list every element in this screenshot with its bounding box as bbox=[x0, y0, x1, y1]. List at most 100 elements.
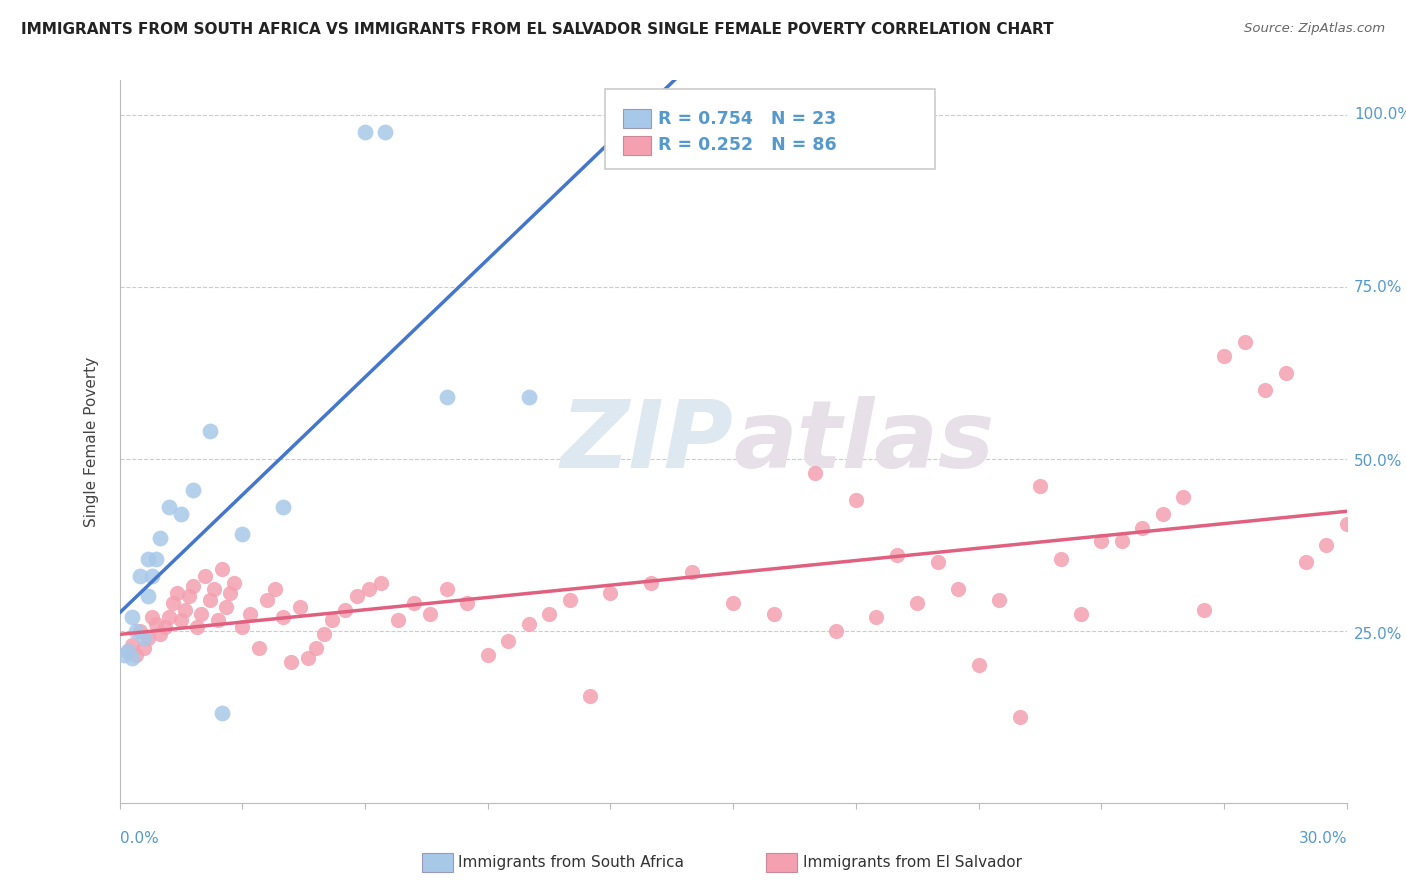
Point bbox=[988, 592, 1011, 607]
Point bbox=[117, 644, 139, 658]
Text: 30.0%: 30.0% bbox=[1299, 831, 1347, 846]
Point bbox=[1173, 490, 1195, 504]
Point bbox=[181, 483, 204, 497]
Point bbox=[247, 640, 270, 655]
Point bbox=[1192, 603, 1215, 617]
Point bbox=[723, 596, 745, 610]
Point bbox=[538, 607, 561, 621]
Text: 0.0%: 0.0% bbox=[120, 831, 159, 846]
Point bbox=[948, 582, 970, 597]
Point bbox=[1090, 534, 1112, 549]
Point bbox=[804, 466, 827, 480]
Text: IMMIGRANTS FROM SOUTH AFRICA VS IMMIGRANTS FROM EL SALVADOR SINGLE FEMALE POVERT: IMMIGRANTS FROM SOUTH AFRICA VS IMMIGRAN… bbox=[21, 22, 1053, 37]
Point bbox=[141, 610, 163, 624]
Point bbox=[496, 634, 519, 648]
Point bbox=[170, 507, 193, 521]
Point bbox=[222, 575, 245, 590]
Point bbox=[927, 555, 949, 569]
Point bbox=[136, 631, 159, 645]
Point bbox=[145, 616, 167, 631]
Point bbox=[132, 640, 155, 655]
Point bbox=[181, 579, 204, 593]
Point bbox=[1130, 520, 1153, 534]
Point bbox=[288, 599, 311, 614]
Text: R = 0.252   N = 86: R = 0.252 N = 86 bbox=[658, 136, 837, 154]
Point bbox=[157, 610, 180, 624]
Point bbox=[153, 620, 176, 634]
Point bbox=[1049, 551, 1071, 566]
Point bbox=[640, 575, 662, 590]
Point bbox=[1274, 366, 1296, 380]
Point bbox=[1152, 507, 1174, 521]
Point bbox=[333, 603, 356, 617]
Point bbox=[321, 614, 343, 628]
Point bbox=[190, 607, 212, 621]
Text: atlas: atlas bbox=[734, 395, 994, 488]
Point bbox=[967, 658, 990, 673]
Point bbox=[1315, 538, 1337, 552]
Point bbox=[763, 607, 786, 621]
Point bbox=[117, 644, 139, 658]
Point bbox=[374, 125, 396, 139]
Text: 100.0%: 100.0% bbox=[1354, 107, 1406, 122]
Point bbox=[170, 614, 193, 628]
Point bbox=[1254, 383, 1277, 397]
Point bbox=[271, 500, 294, 514]
Point bbox=[141, 568, 163, 582]
Point bbox=[886, 548, 908, 562]
Point bbox=[264, 582, 287, 597]
Point bbox=[359, 582, 381, 597]
Point bbox=[129, 568, 152, 582]
Point bbox=[579, 689, 602, 703]
Point bbox=[404, 596, 426, 610]
Point bbox=[271, 610, 294, 624]
Point bbox=[256, 592, 278, 607]
Point bbox=[121, 638, 143, 652]
Point bbox=[132, 631, 155, 645]
Point bbox=[370, 575, 392, 590]
Point bbox=[166, 586, 188, 600]
Point bbox=[145, 551, 167, 566]
Point bbox=[1029, 479, 1052, 493]
Point bbox=[305, 640, 328, 655]
Point bbox=[129, 624, 152, 638]
Point bbox=[456, 596, 478, 610]
Point bbox=[1233, 334, 1256, 349]
Point bbox=[905, 596, 928, 610]
Point bbox=[681, 566, 703, 580]
Point bbox=[312, 627, 335, 641]
Point bbox=[419, 607, 441, 621]
Point bbox=[202, 582, 225, 597]
Point bbox=[280, 655, 302, 669]
Point bbox=[186, 620, 208, 634]
Point bbox=[136, 551, 159, 566]
Point bbox=[1070, 607, 1092, 621]
Point bbox=[211, 562, 233, 576]
Point bbox=[1111, 534, 1133, 549]
Y-axis label: Single Female Poverty: Single Female Poverty bbox=[84, 357, 98, 526]
Point bbox=[207, 614, 229, 628]
Point bbox=[231, 620, 253, 634]
Point bbox=[125, 624, 148, 638]
Point bbox=[1336, 517, 1358, 532]
Point bbox=[297, 651, 319, 665]
Point bbox=[157, 500, 180, 514]
Point bbox=[231, 527, 253, 541]
Point bbox=[599, 586, 621, 600]
Point bbox=[517, 616, 540, 631]
Point bbox=[211, 706, 233, 721]
Text: 25.0%: 25.0% bbox=[1354, 627, 1402, 641]
Text: ZIP: ZIP bbox=[561, 395, 734, 488]
Point bbox=[121, 610, 143, 624]
Text: Source: ZipAtlas.com: Source: ZipAtlas.com bbox=[1244, 22, 1385, 36]
Point bbox=[112, 648, 135, 662]
Point bbox=[845, 493, 868, 508]
Point bbox=[1213, 349, 1236, 363]
Point bbox=[174, 603, 197, 617]
Point bbox=[121, 651, 143, 665]
Point bbox=[824, 624, 846, 638]
Point bbox=[177, 590, 200, 604]
Text: 75.0%: 75.0% bbox=[1354, 280, 1402, 295]
Point bbox=[239, 607, 262, 621]
Point bbox=[1295, 555, 1317, 569]
